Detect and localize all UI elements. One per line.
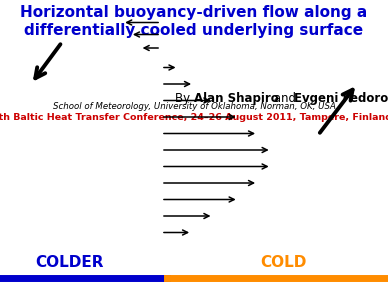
Text: COLDER: COLDER [36,255,104,270]
Text: 6th Baltic Heat Transfer Conference, 24–26 August 2011, Tampere, Finland.: 6th Baltic Heat Transfer Conference, 24–… [0,112,388,122]
Text: By: By [175,92,194,104]
Text: and: and [270,92,300,104]
Text: Horizontal buoyancy-driven flow along a
differentially cooled underlying surface: Horizontal buoyancy-driven flow along a … [21,4,367,38]
Text: Alan Shapiro: Alan Shapiro [194,92,279,104]
Text: School of Meteorology, University of Oklahoma, Norman, OK, USA: School of Meteorology, University of Okl… [52,102,336,111]
Text: Evgeni Fedorovich: Evgeni Fedorovich [294,92,388,104]
Text: COLD: COLD [260,255,307,270]
